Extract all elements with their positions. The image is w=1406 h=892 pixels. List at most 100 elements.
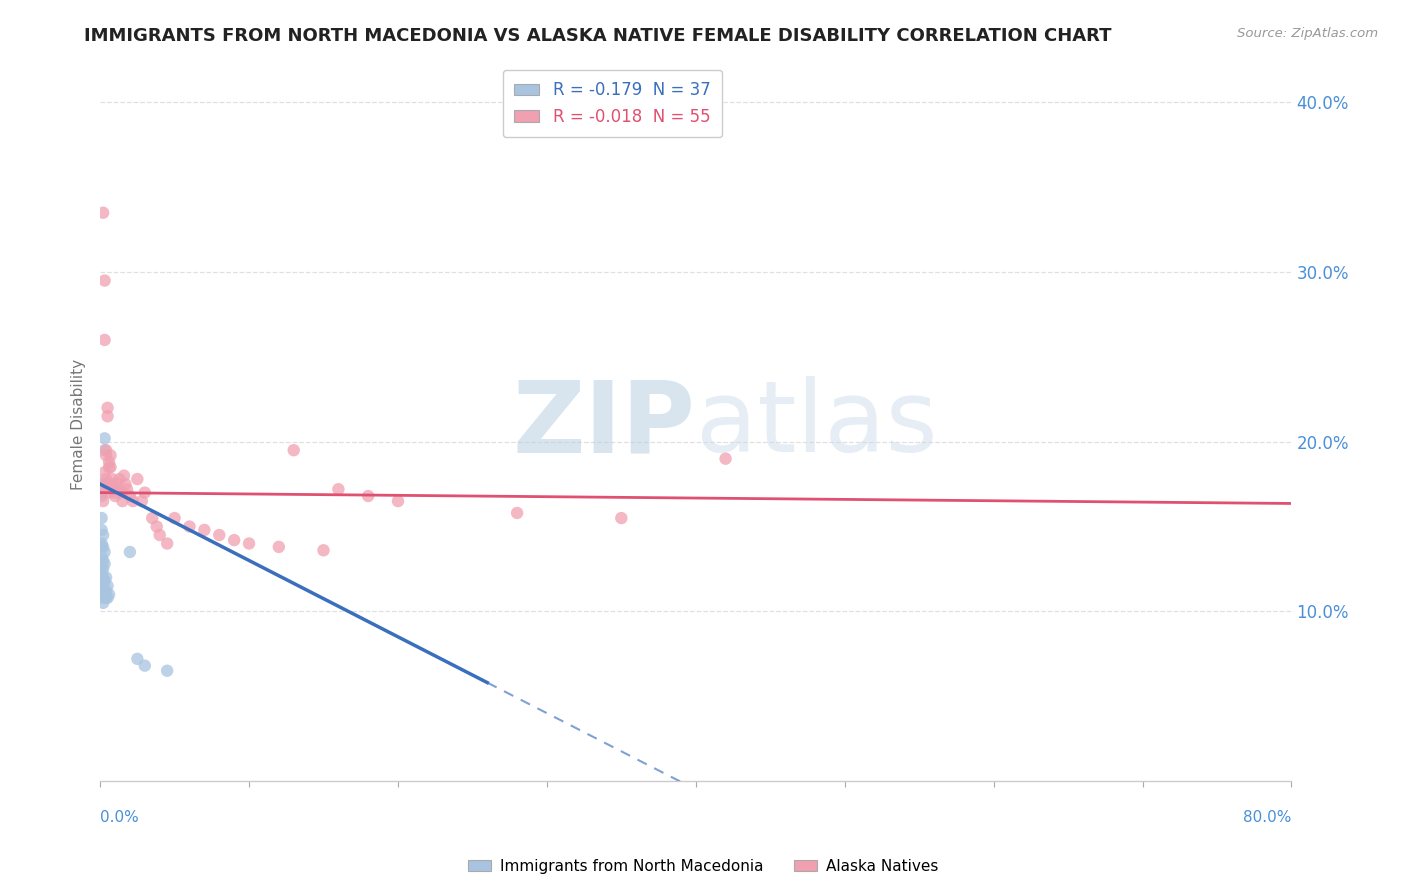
Text: atlas: atlas (696, 376, 938, 474)
Point (97, 401, 120, 415)
Point (97, 409, 120, 424)
Legend: Immigrants from North Macedonia, Alaska Natives: Immigrants from North Macedonia, Alaska … (461, 853, 945, 880)
Point (714, 451, 737, 466)
Point (97, 579, 120, 593)
Point (97, 477, 120, 491)
Point (163, 511, 186, 525)
Point (90, 567, 112, 582)
Point (283, 443, 305, 458)
Point (224, 533, 246, 548)
Point (104, 489, 127, 503)
Point (98, 587, 121, 601)
Point (90, 477, 112, 491)
Point (93, 557, 115, 571)
Point (149, 528, 172, 542)
Point (94, 443, 117, 458)
Point (91, 579, 114, 593)
Point (91, 570, 114, 584)
Point (107, 482, 129, 496)
Y-axis label: Female Disability: Female Disability (72, 359, 86, 491)
Point (179, 519, 201, 533)
Point (90, 557, 112, 571)
Text: Source: ZipAtlas.com: Source: ZipAtlas.com (1237, 27, 1378, 40)
Point (267, 540, 290, 554)
Point (91, 540, 114, 554)
Point (108, 472, 131, 486)
Point (141, 511, 163, 525)
Point (357, 489, 380, 503)
Point (98, 485, 121, 500)
Point (90, 550, 112, 565)
Point (93, 443, 115, 458)
Point (115, 482, 138, 496)
Point (328, 482, 350, 496)
Point (101, 477, 124, 491)
Text: ZIP: ZIP (513, 376, 696, 474)
Point (91, 584, 114, 599)
Point (93, 584, 115, 599)
Point (105, 477, 128, 491)
Point (90, 574, 112, 588)
Point (145, 519, 167, 533)
Point (94, 477, 117, 491)
Point (156, 536, 179, 550)
Point (93, 465, 115, 479)
Point (90, 485, 112, 500)
Point (118, 545, 141, 559)
Point (91, 596, 114, 610)
Point (94, 448, 117, 462)
Point (90, 562, 112, 576)
Point (101, 472, 124, 486)
Point (104, 485, 127, 500)
Point (156, 664, 179, 678)
Point (90, 540, 112, 554)
Legend: R = -0.179  N = 37, R = -0.018  N = 55: R = -0.179 N = 37, R = -0.018 N = 55 (503, 70, 723, 137)
Point (100, 460, 122, 475)
Point (127, 652, 149, 666)
Point (98, 460, 121, 475)
Point (208, 528, 231, 542)
Point (91, 205, 114, 219)
Point (94, 472, 117, 486)
Point (134, 485, 156, 500)
Point (93, 431, 115, 445)
Point (93, 274, 115, 288)
Point (131, 494, 153, 508)
Point (90, 536, 112, 550)
Text: 80.0%: 80.0% (1243, 810, 1292, 824)
Point (312, 543, 335, 558)
Point (94, 570, 117, 584)
Point (90, 579, 112, 593)
Point (97, 591, 120, 605)
Point (94, 584, 117, 599)
Point (193, 523, 215, 537)
Point (610, 511, 633, 525)
Point (122, 494, 145, 508)
Point (111, 485, 134, 500)
Point (91, 553, 114, 567)
Point (90, 523, 112, 537)
Point (93, 574, 115, 588)
Point (90, 511, 112, 525)
Point (127, 472, 149, 486)
Text: IMMIGRANTS FROM NORTH MACEDONIA VS ALASKA NATIVE FEMALE DISABILITY CORRELATION C: IMMIGRANTS FROM NORTH MACEDONIA VS ALASK… (84, 27, 1112, 45)
Point (387, 494, 409, 508)
Point (112, 468, 135, 483)
Point (93, 545, 115, 559)
Point (98, 455, 121, 469)
Point (94, 591, 117, 605)
Point (91, 528, 114, 542)
Point (103, 482, 125, 496)
Point (134, 658, 156, 673)
Point (118, 489, 141, 503)
Point (506, 506, 529, 520)
Point (114, 477, 136, 491)
Point (100, 448, 122, 462)
Text: 0.0%: 0.0% (100, 810, 139, 824)
Point (91, 494, 114, 508)
Point (91, 591, 114, 605)
Point (90, 489, 112, 503)
Point (93, 333, 115, 347)
Point (238, 536, 260, 550)
Point (91, 562, 114, 576)
